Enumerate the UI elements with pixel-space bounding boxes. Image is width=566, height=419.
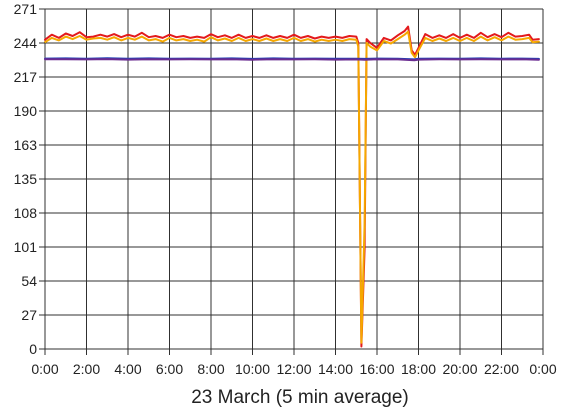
x-axis-label: 23 March (5 min average) bbox=[191, 387, 409, 408]
x-tick-label: 4:00 bbox=[114, 361, 141, 377]
x-tick-label: 12:00 bbox=[276, 361, 311, 377]
series-line bbox=[44, 25, 540, 348]
y-tick-label: 0 bbox=[29, 341, 37, 357]
grid bbox=[44, 8, 544, 350]
x-tick-label: 18:00 bbox=[401, 361, 436, 377]
x-tick-label: 20:00 bbox=[442, 361, 477, 377]
y-tick-label: 163 bbox=[14, 137, 38, 153]
x-tick-label: 0:00 bbox=[31, 361, 58, 377]
x-tick-label: 16:00 bbox=[359, 361, 394, 377]
y-tick-label: 108 bbox=[14, 205, 38, 221]
y-tick-label: 244 bbox=[14, 35, 38, 51]
x-tick-label: 22:00 bbox=[484, 361, 519, 377]
series-layer bbox=[44, 25, 540, 348]
series-line bbox=[44, 58, 540, 62]
y-tick-label: 217 bbox=[14, 69, 38, 85]
y-tick-label: 190 bbox=[14, 103, 38, 119]
axes bbox=[39, 8, 544, 355]
x-tick-label: 2:00 bbox=[73, 361, 100, 377]
y-tick-label: 271 bbox=[14, 1, 38, 17]
x-tick-label: 0:00 bbox=[529, 361, 556, 377]
x-tick-label: 10:00 bbox=[235, 361, 270, 377]
x-tick-label: 6:00 bbox=[156, 361, 183, 377]
tick-labels: 0 27 54 101 108 135 163 190 217 244 271 0:00 2:00 4:0… bbox=[14, 1, 557, 377]
series-line bbox=[44, 30, 540, 344]
x-tick-label: 8:00 bbox=[197, 361, 224, 377]
y-tick-label: 27 bbox=[21, 307, 37, 323]
y-tick-label: 54 bbox=[21, 273, 37, 289]
x-tick-label: 14:00 bbox=[318, 361, 353, 377]
y-tick-label: 101 bbox=[14, 239, 38, 255]
y-tick-label: 135 bbox=[14, 171, 38, 187]
